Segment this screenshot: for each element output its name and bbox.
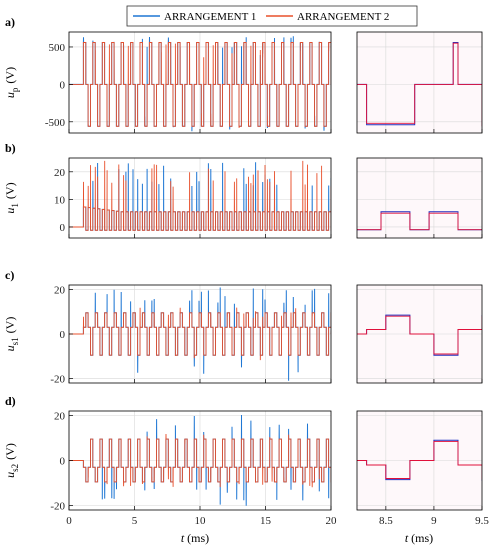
y-tick-label: 0 [60, 79, 66, 91]
series-line-2 [69, 160, 331, 231]
y-axis-label: us1 (V) [3, 317, 20, 352]
panel-letter: a) [5, 15, 15, 29]
panel-letter: d) [5, 394, 16, 408]
y-tick-label: 0 [60, 456, 66, 468]
series-line-2 [69, 433, 331, 488]
x-tick-label: 0 [66, 515, 72, 527]
y-axis-subscript: 1 [10, 203, 20, 208]
y-axis-unit: (V) [3, 182, 17, 199]
y-axis-unit: (V) [3, 443, 17, 460]
series-line-2 [69, 307, 331, 361]
y-tick-label: 20 [54, 284, 66, 296]
y-tick-label: 500 [49, 42, 66, 54]
panel-d-zoom: 8.5 9 9.5 [356, 410, 489, 527]
y-axis-symbol: u [3, 472, 17, 478]
series-line-2 [357, 440, 482, 480]
series-line-2 [357, 42, 482, 127]
x-axis-label-left: t (ms) [181, 531, 209, 545]
plot-frame [356, 157, 483, 239]
y-axis-subscript: s1 [10, 337, 20, 345]
y-axis-subscript: s2 [10, 464, 20, 472]
series-line-2 [357, 315, 482, 355]
y-axis-label: us2 (V) [3, 443, 20, 478]
plot-frame [356, 410, 483, 511]
x-tick-label: 20 [326, 515, 338, 527]
x-tick-label: 10 [195, 515, 207, 527]
zoom-shade [357, 32, 482, 133]
y-axis-subscript: p [10, 87, 20, 92]
y-axis-symbol: u [3, 345, 17, 351]
y-axis-unit: (V) [3, 67, 17, 84]
y-tick-label: 20 [54, 167, 66, 179]
panel-b-full: 0 10 20 b) u1 (V) [3, 141, 332, 239]
x-axis-label-right: t (ms) [405, 531, 433, 545]
y-tick-label: 0 [60, 222, 66, 234]
plot-frame [356, 284, 483, 384]
x-tick-label: 15 [260, 515, 272, 527]
y-tick-label: 10 [54, 194, 66, 206]
panel-a-zoom [356, 31, 483, 134]
panel-letter: b) [5, 141, 16, 155]
y-axis-label: up (V) [3, 67, 20, 98]
chart-panels: -5000500a)up(V)01020b)u1(V)-20020c)us1(V… [3, 15, 489, 527]
y-axis-label: u1 (V) [3, 182, 20, 213]
series-line-2 [357, 212, 482, 231]
panel-c-zoom [356, 284, 483, 384]
y-axis-symbol: u [3, 92, 17, 98]
y-tick-label: -20 [50, 501, 65, 513]
series-line-2 [69, 42, 331, 128]
y-tick-label: 20 [54, 411, 66, 423]
legend-label-2: ARRANGEMENT 2 [297, 11, 389, 23]
plot-frame [356, 31, 483, 134]
x-tick-label: 5 [132, 515, 138, 527]
x-tick-label: 9.5 [475, 515, 489, 527]
y-tick-label: 0 [60, 329, 66, 341]
legend: ARRANGEMENT 1 ARRANGEMENT 2 [126, 5, 418, 27]
panel-letter: c) [5, 268, 14, 282]
zoom-shade [357, 158, 482, 238]
panel-a-full: -500 0 500 a) up (V) [3, 15, 332, 134]
y-tick-label: -20 [50, 374, 65, 386]
y-axis-symbol: u [3, 208, 17, 214]
y-tick-label: -500 [45, 117, 66, 129]
y-axis-unit: (V) [3, 317, 17, 334]
x-tick-label: 9 [431, 515, 437, 527]
panel-b-zoom [356, 157, 483, 239]
x-tick-label: 8.5 [379, 515, 393, 527]
legend-label-1: ARRANGEMENT 1 [164, 11, 256, 23]
panel-c-full: -20 0 20 c) us1 (V) [3, 268, 332, 386]
